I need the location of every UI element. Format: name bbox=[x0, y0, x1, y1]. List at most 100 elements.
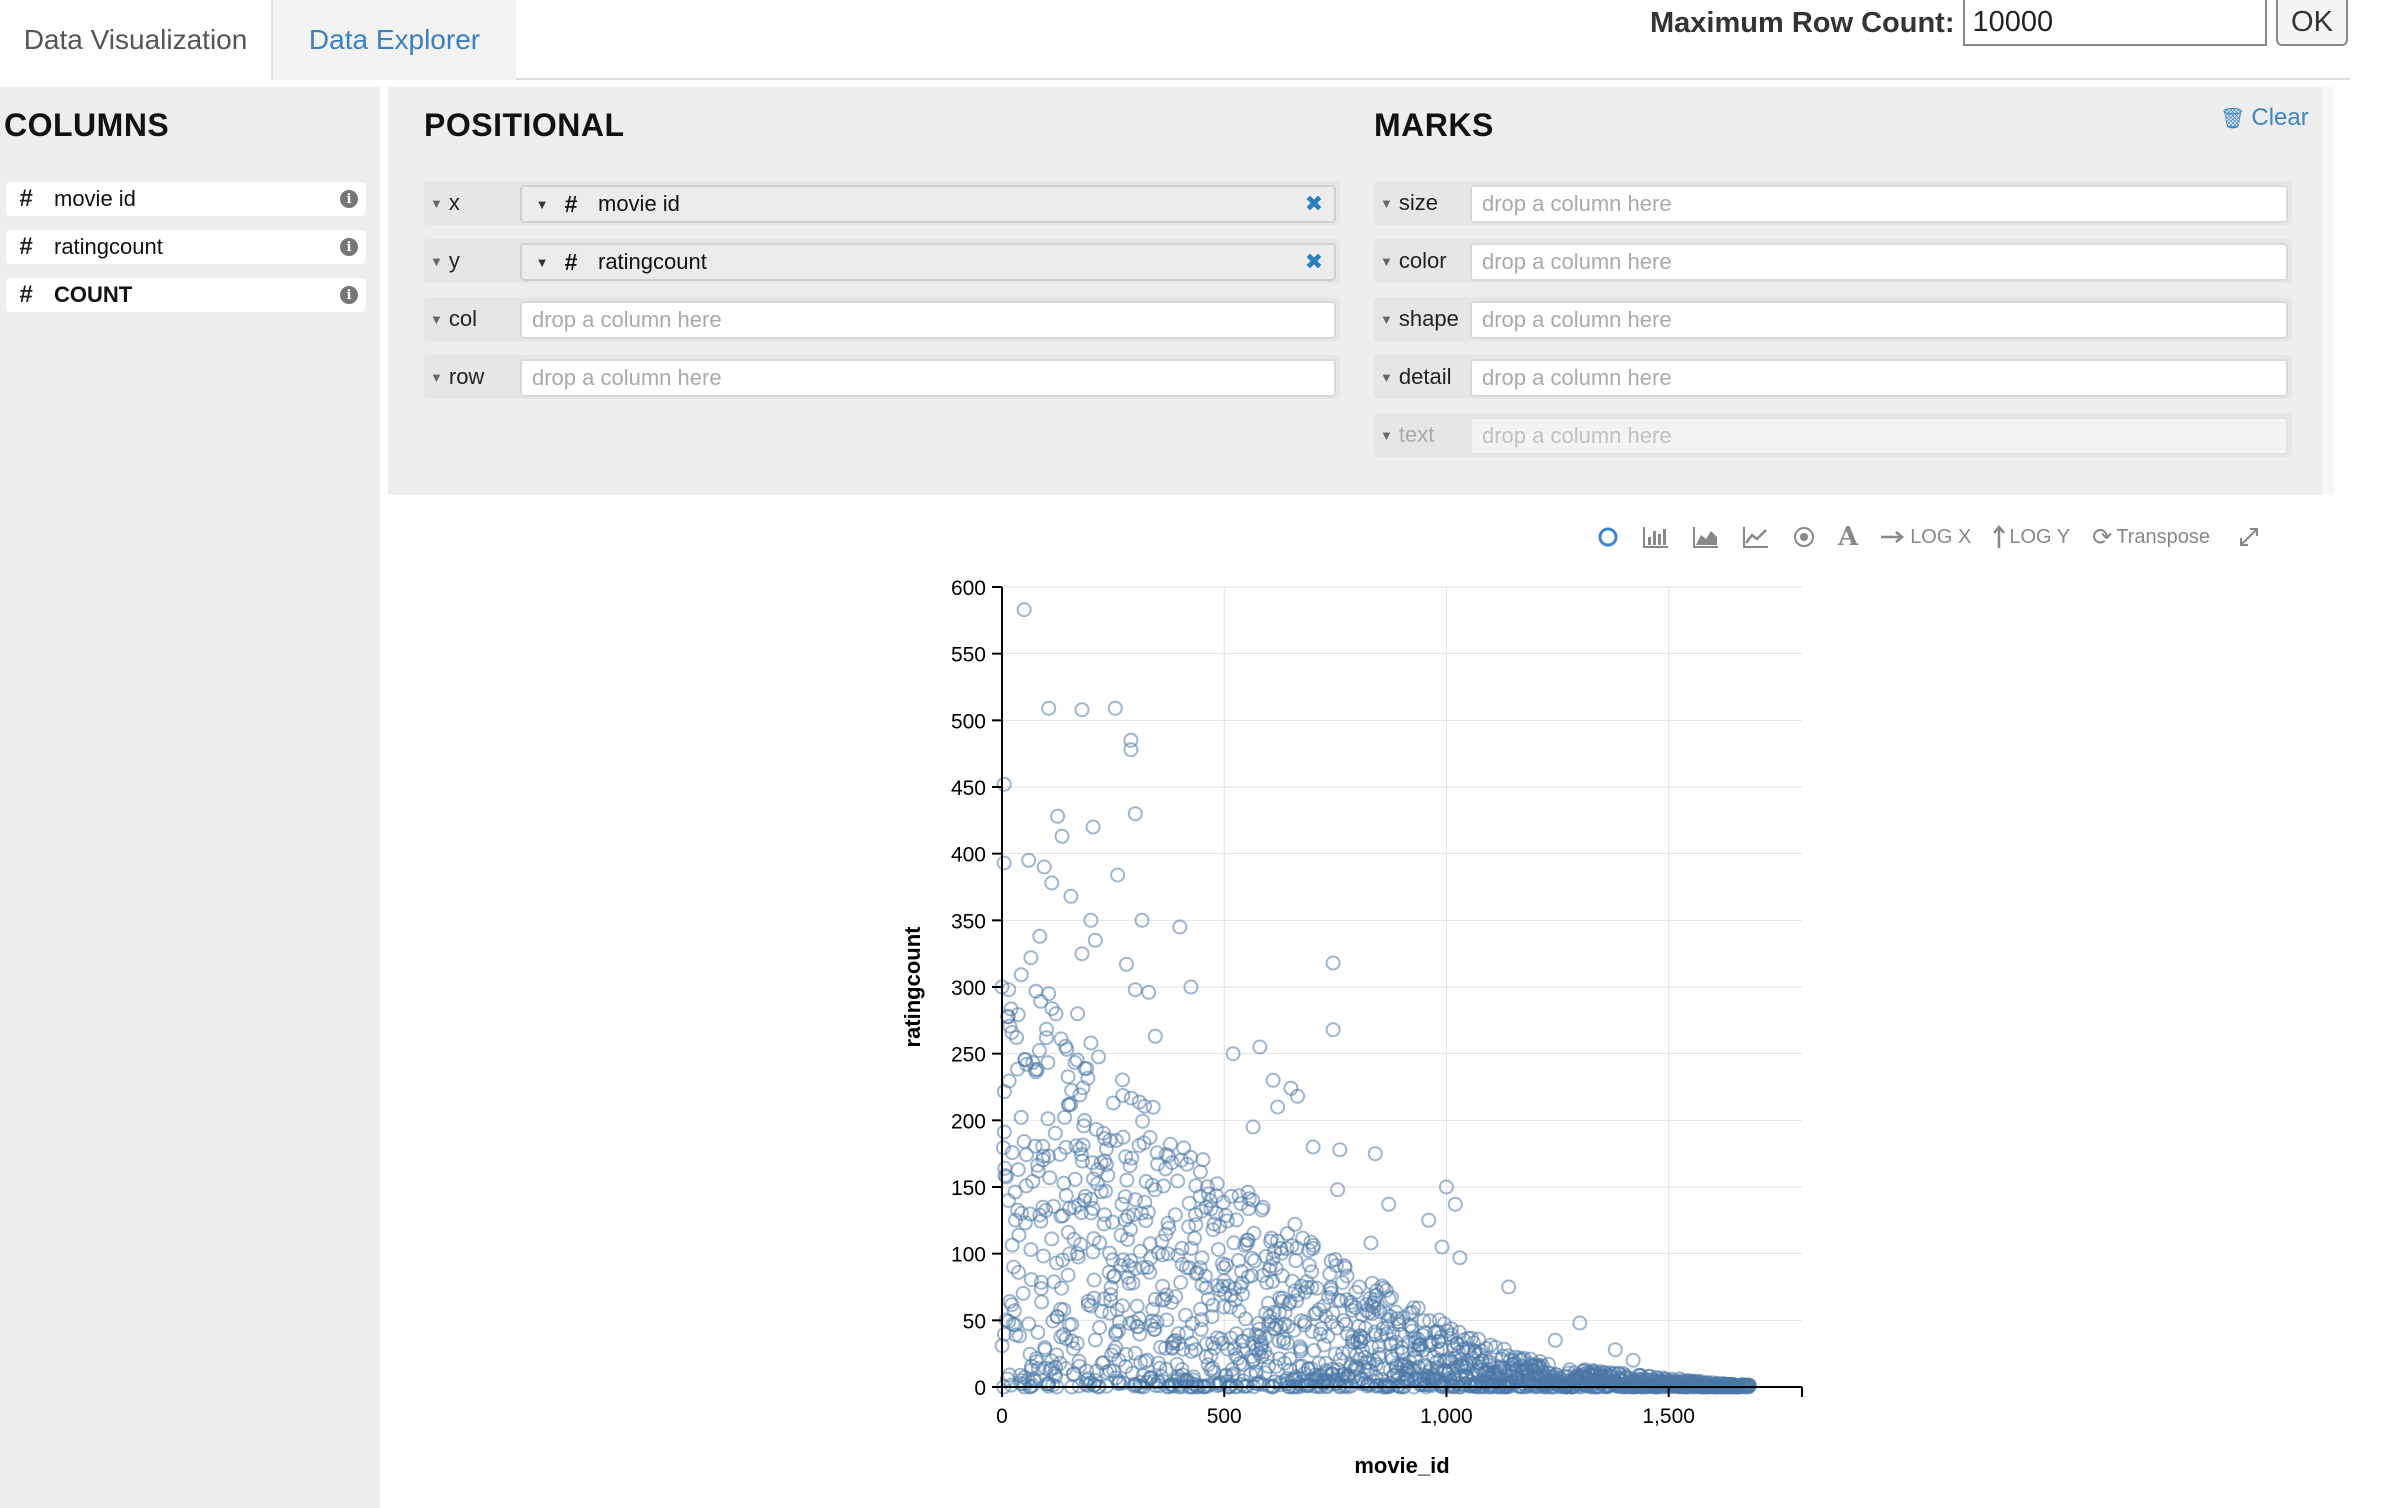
log-x-toggle[interactable]: LOG X bbox=[1880, 526, 1971, 549]
caret-down-icon[interactable]: ▼ bbox=[535, 254, 549, 270]
data-point bbox=[1228, 1347, 1243, 1363]
numeric-type-icon: # bbox=[19, 281, 33, 308]
data-point bbox=[1006, 1303, 1022, 1319]
shelf-label[interactable]: ▼ col bbox=[430, 297, 477, 341]
data-point bbox=[1149, 1314, 1165, 1330]
drop-zone[interactable]: drop a column here bbox=[1470, 185, 2288, 223]
drop-zone[interactable]: drop a column here bbox=[1470, 301, 2288, 339]
data-point bbox=[1410, 1300, 1426, 1316]
data-point bbox=[1183, 979, 1199, 995]
caret-down-icon[interactable]: ▼ bbox=[535, 196, 549, 212]
shelf-label[interactable]: ▼ detail bbox=[1380, 355, 1451, 399]
data-point bbox=[1114, 1196, 1130, 1212]
remove-icon[interactable]: ✖ bbox=[1304, 191, 1324, 216]
data-point bbox=[1134, 912, 1150, 928]
info-icon[interactable]: i bbox=[340, 238, 358, 256]
data-point bbox=[1054, 1280, 1069, 1296]
drop-zone[interactable]: drop a column here bbox=[520, 359, 1336, 397]
shelf-size[interactable]: ▼ size drop a column here bbox=[1374, 181, 2292, 225]
data-point bbox=[1142, 1264, 1158, 1280]
data-point bbox=[1092, 1235, 1108, 1251]
column-field-count[interactable]: # COUNT i bbox=[6, 278, 366, 312]
data-point bbox=[1021, 1316, 1037, 1332]
area-mark-icon[interactable] bbox=[1692, 525, 1720, 549]
data-point bbox=[1235, 1286, 1251, 1302]
shelf-label[interactable]: ▼ x bbox=[430, 181, 460, 225]
data-point bbox=[1147, 1028, 1163, 1044]
data-point bbox=[1158, 1287, 1174, 1303]
bar-mark-icon[interactable] bbox=[1642, 525, 1670, 549]
data-point bbox=[1010, 1007, 1026, 1023]
x-tick-label: 1,500 bbox=[1642, 1405, 1695, 1428]
x-tick-label: 500 bbox=[1207, 1405, 1242, 1428]
column-field-movie-id[interactable]: # movie id i bbox=[6, 182, 366, 216]
shelf-color[interactable]: ▼ color drop a column here bbox=[1374, 239, 2292, 283]
data-point bbox=[1085, 819, 1101, 835]
shelf-shape[interactable]: ▼ shape drop a column here bbox=[1374, 297, 2292, 341]
data-point bbox=[1263, 1233, 1279, 1249]
point-mark-icon[interactable] bbox=[1596, 525, 1620, 549]
drop-zone[interactable]: drop a column here bbox=[520, 301, 1336, 339]
clear-label: Clear bbox=[2251, 104, 2309, 131]
info-icon[interactable]: i bbox=[340, 190, 358, 208]
data-point bbox=[1083, 1035, 1099, 1051]
data-point bbox=[1257, 1330, 1273, 1346]
data-point bbox=[1140, 1204, 1156, 1220]
tab-data-visualization[interactable]: Data Visualization bbox=[0, 0, 273, 80]
shelf-label[interactable]: ▼ size bbox=[1380, 181, 1438, 225]
shelf-label[interactable]: ▼ shape bbox=[1380, 297, 1459, 341]
shelf-label[interactable]: ▼ color bbox=[1380, 239, 1447, 283]
log-y-toggle[interactable]: LOG Y bbox=[1993, 525, 2070, 549]
tab-data-explorer[interactable]: Data Explorer bbox=[273, 0, 516, 80]
info-icon[interactable]: i bbox=[340, 286, 358, 304]
max-row-count-input[interactable] bbox=[1962, 0, 2267, 46]
data-point bbox=[1107, 700, 1123, 716]
y-tick-label: 600 bbox=[951, 577, 986, 600]
remove-icon[interactable]: ✖ bbox=[1304, 249, 1324, 274]
data-point bbox=[1156, 1178, 1171, 1194]
data-point bbox=[1374, 1278, 1390, 1294]
caret-down-icon: ▼ bbox=[430, 311, 443, 327]
data-point bbox=[1179, 1156, 1195, 1172]
data-point bbox=[1152, 1360, 1168, 1376]
field-pill-movie-id[interactable]: ▼ # movie id ✖ bbox=[520, 185, 1336, 223]
max-row-count-label: Maximum Row Count: bbox=[1650, 6, 1955, 39]
shelf-label[interactable]: ▼ y bbox=[430, 239, 460, 283]
drop-zone[interactable]: drop a column here bbox=[1470, 359, 2288, 397]
data-point bbox=[1193, 1321, 1209, 1337]
data-point bbox=[1208, 1205, 1224, 1221]
ok-button[interactable]: OK bbox=[2276, 0, 2348, 46]
data-point bbox=[1145, 1099, 1161, 1115]
data-point bbox=[1572, 1315, 1588, 1331]
numeric-type-icon: # bbox=[19, 233, 33, 260]
expand-icon[interactable] bbox=[2238, 526, 2260, 548]
shelf-y[interactable]: ▼ y ▼ # ratingcount ✖ bbox=[424, 239, 1340, 283]
drop-zone[interactable]: drop a column here bbox=[1470, 243, 2288, 281]
panel-scrollbar[interactable] bbox=[2322, 87, 2334, 495]
shelf-col[interactable]: ▼ col drop a column here bbox=[424, 297, 1340, 341]
data-point bbox=[1282, 1351, 1298, 1367]
data-point bbox=[1044, 1231, 1060, 1247]
shelf-detail[interactable]: ▼ detail drop a column here bbox=[1374, 355, 2292, 399]
caret-down-icon: ▼ bbox=[1380, 369, 1393, 385]
clear-button[interactable]: 🗑 Clear bbox=[2220, 104, 2309, 132]
shelf-row[interactable]: ▼ row drop a column here bbox=[424, 355, 1340, 399]
data-point bbox=[1135, 1113, 1151, 1129]
data-point bbox=[1063, 888, 1079, 904]
data-point bbox=[1032, 928, 1048, 944]
tick-mark-icon[interactable] bbox=[1792, 525, 1816, 549]
field-pill-ratingcount[interactable]: ▼ # ratingcount ✖ bbox=[520, 243, 1336, 281]
text-mark-icon[interactable]: A bbox=[1838, 522, 1859, 552]
data-point bbox=[1194, 1277, 1210, 1293]
data-point bbox=[1062, 1246, 1078, 1262]
data-point bbox=[1004, 1145, 1020, 1161]
data-point bbox=[1086, 1290, 1102, 1306]
shelf-label[interactable]: ▼ row bbox=[430, 355, 484, 399]
line-mark-icon[interactable] bbox=[1742, 525, 1770, 549]
transpose-button[interactable]: ⟳ Transpose bbox=[2092, 523, 2210, 552]
shelf-x[interactable]: ▼ x ▼ # movie id ✖ bbox=[424, 181, 1340, 225]
data-point bbox=[1160, 1215, 1176, 1231]
column-field-ratingcount[interactable]: # ratingcount i bbox=[6, 230, 366, 264]
data-point bbox=[1098, 1183, 1113, 1199]
positional-title: POSITIONAL bbox=[424, 107, 625, 143]
